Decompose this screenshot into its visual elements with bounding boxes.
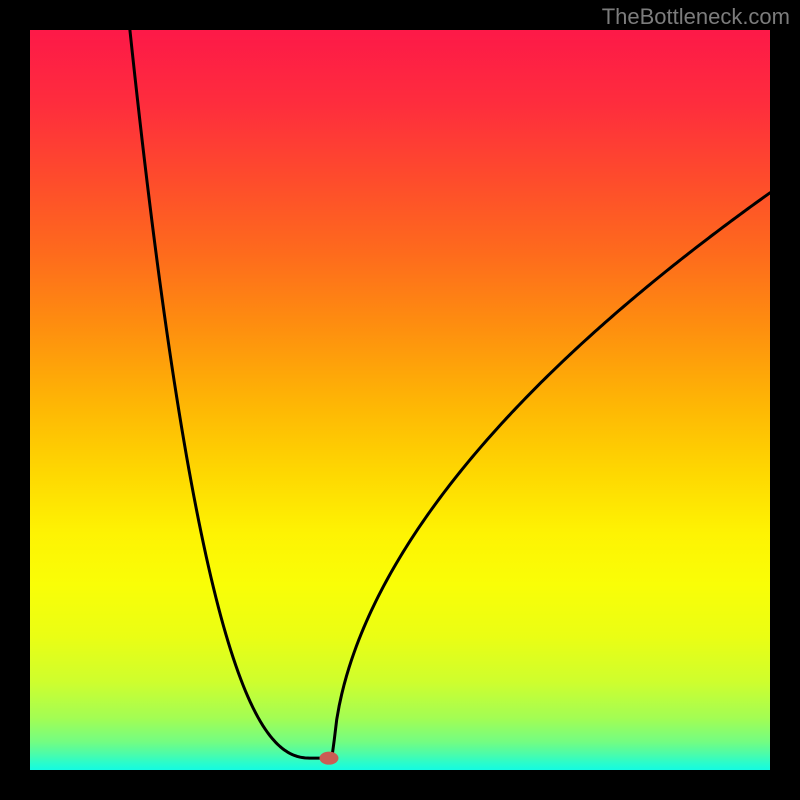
plot-area [30, 30, 770, 770]
chart-frame: TheBottleneck.com [0, 0, 800, 800]
optimum-marker [320, 752, 338, 764]
watermark-text: TheBottleneck.com [602, 4, 790, 30]
plot-svg [30, 30, 770, 770]
